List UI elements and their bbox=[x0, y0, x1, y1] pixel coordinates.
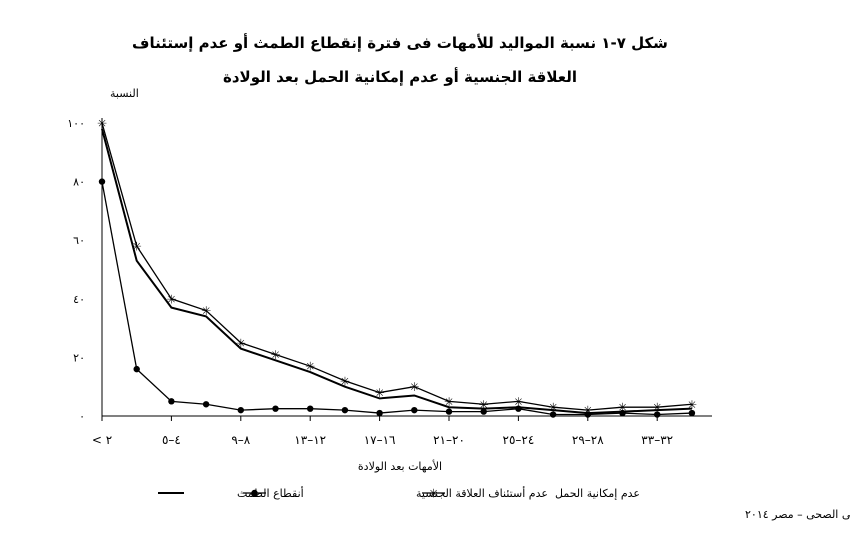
data-point-dot bbox=[376, 409, 383, 417]
x-tick-label: ٣٢–٣٣ bbox=[641, 433, 673, 447]
series-line-dot bbox=[101, 181, 692, 416]
y-tick-label: ٤٠ bbox=[73, 293, 85, 306]
x-tick-label: ١٦–١٧ bbox=[364, 433, 396, 447]
data-point-dot bbox=[445, 408, 453, 415]
data-point-star: ✳ bbox=[201, 304, 211, 318]
data-point-dot bbox=[168, 398, 175, 405]
series-line-star bbox=[101, 122, 692, 411]
x-axis-label: الأمهات بعد الولادة bbox=[358, 459, 442, 473]
data-point-star: ✳ bbox=[375, 386, 385, 400]
legend-marker-dot bbox=[251, 489, 258, 497]
legend: عدم إمكانية الحمل ✳ عدم أستئناف العلاقة … bbox=[158, 486, 640, 501]
data-point-dot bbox=[202, 401, 210, 408]
data-point-star: ✳ bbox=[687, 398, 697, 412]
x-tick-label: ١٢–١٣ bbox=[294, 433, 326, 447]
x-tick-label: ٢٤–٢٥ bbox=[503, 433, 535, 447]
data-point-star: ✳ bbox=[166, 292, 176, 306]
data-point-star: ✳ bbox=[409, 380, 419, 394]
series-line-none bbox=[101, 128, 692, 415]
data-point-star: ✳ bbox=[236, 336, 246, 350]
data-point-dot bbox=[480, 408, 487, 415]
data-point-star: ✳ bbox=[548, 401, 558, 415]
x-tick-label: < ٢ bbox=[92, 433, 112, 447]
data-point-dot bbox=[341, 406, 349, 414]
legend-label-plain: أنقطاع الطمث bbox=[237, 486, 304, 500]
y-tick-label: ٢٠ bbox=[73, 351, 85, 364]
chart-title-line1: شكل ٧-١ نسبة المواليد للأمهات فى فترة إن… bbox=[132, 33, 668, 52]
legend-marker-star: ✳ bbox=[428, 487, 438, 501]
y-ticks: ٠ ٢٠ ٤٠ ٦٠ ٨٠ ١٠٠ bbox=[67, 117, 85, 423]
data-point-dot bbox=[688, 409, 696, 417]
legend-label-star: عدم إمكانية الحمل bbox=[555, 487, 640, 500]
data-point-star: ✳ bbox=[479, 398, 489, 412]
data-point-star: ✳ bbox=[97, 117, 107, 131]
x-tick-label: ٨–٩ bbox=[231, 433, 250, 447]
legend-label-dot: عدم أستئناف العلاقة الجنسية bbox=[416, 486, 548, 500]
data-point-star: ✳ bbox=[444, 395, 454, 409]
y-tick-label: ٦٠ bbox=[73, 234, 85, 247]
data-point-dot bbox=[549, 411, 557, 418]
data-point-star: ✳ bbox=[132, 240, 142, 254]
y-tick-label: ٠ bbox=[79, 410, 85, 423]
axes bbox=[101, 118, 712, 417]
data-point-dot bbox=[307, 405, 314, 412]
y-axis-label: النسبة bbox=[110, 87, 139, 100]
y-tick-label: ٨٠ bbox=[73, 176, 85, 189]
data-point-star: ✳ bbox=[513, 395, 523, 409]
data-point-star: ✳ bbox=[270, 348, 280, 362]
data-point-dot bbox=[98, 178, 106, 185]
data-point-star: ✳ bbox=[583, 404, 593, 418]
data-point-star: ✳ bbox=[617, 401, 627, 415]
data-point-dot bbox=[237, 406, 244, 414]
x-tick-label: ٢٠–٢١ bbox=[433, 433, 465, 447]
x-tick-label: ٢٨–٢٩ bbox=[572, 433, 604, 447]
source-note: المسح السكانى الصحى – مصر ٢٠١٤ bbox=[745, 508, 850, 521]
data-point-dot bbox=[272, 405, 279, 412]
data-point-dot bbox=[654, 411, 661, 418]
data-point-star: ✳ bbox=[340, 374, 350, 388]
data-point-star: ✳ bbox=[305, 360, 315, 374]
x-tick-label: ٤–٥ bbox=[162, 433, 181, 447]
data-point-dot bbox=[411, 406, 418, 414]
y-tick-label: ١٠٠ bbox=[67, 117, 85, 130]
series-group: ✳ ✳ ✳ ✳ ✳ ✳ ✳ ✳ ✳ ✳ ✳ ✳ ✳ ✳ ✳ ✳ ✳ ✳ bbox=[97, 117, 697, 418]
data-point-dot bbox=[133, 365, 140, 373]
data-point-star: ✳ bbox=[652, 401, 662, 415]
x-ticks: < ٢ ٤–٥ ٨–٩ ١٢–١٣ ١٦–١٧ ٢٠–٢١ ٢٤–٢٥ ٢٨–٢٩ ٣٢–٣٣ bbox=[92, 416, 673, 447]
chart-title-line2: العلاقة الجنسية أو عدم إمكانية الحمل بعد… bbox=[223, 67, 577, 86]
